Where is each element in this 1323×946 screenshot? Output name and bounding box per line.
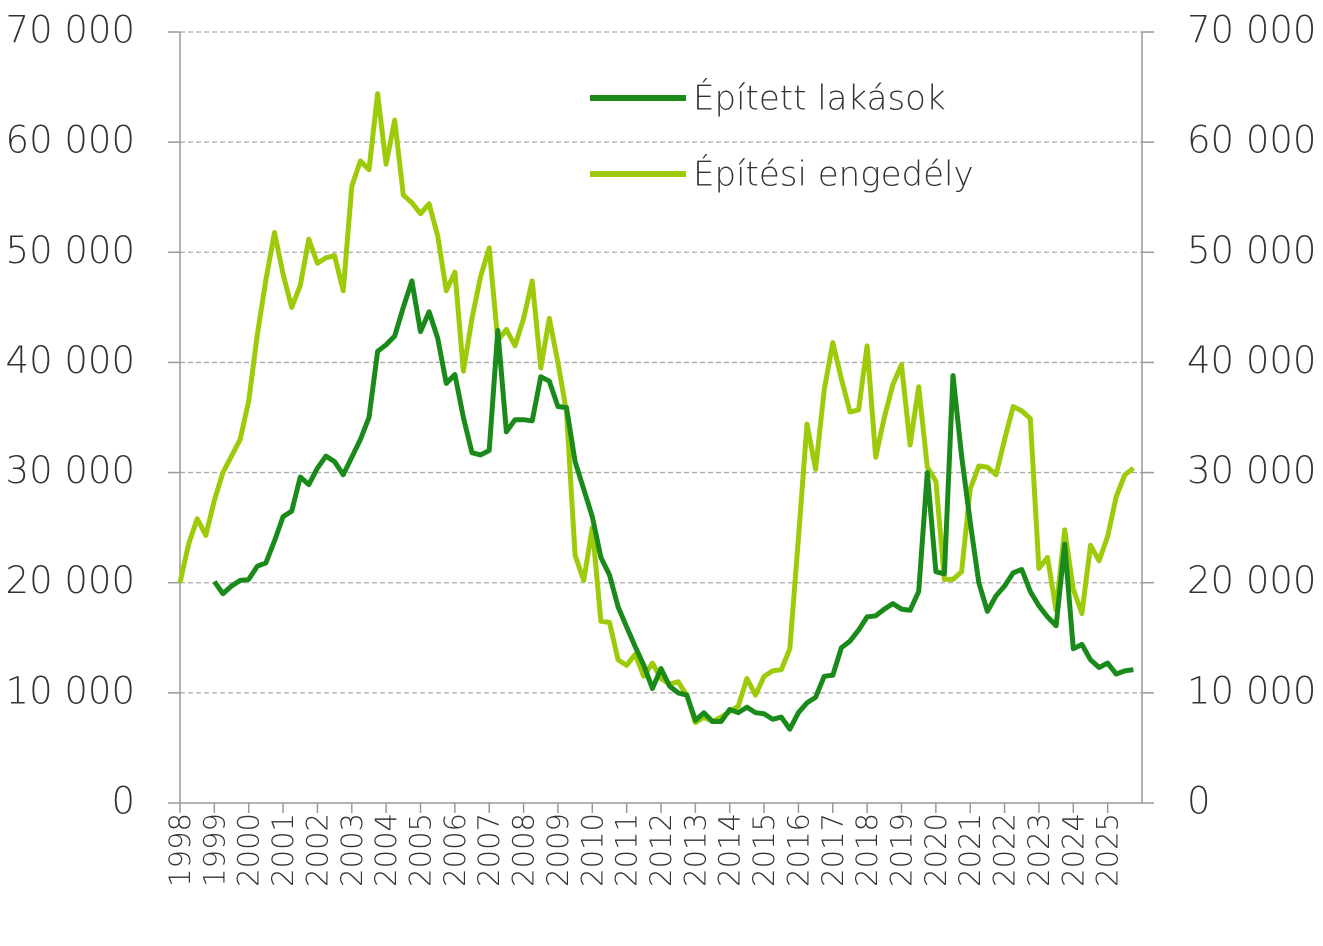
legend: Épített lakások Építési engedély (590, 78, 974, 195)
x-tick-label: 2010 (575, 813, 609, 887)
x-tick-label: 2014 (713, 813, 747, 887)
y-tick-label: 30 000 (6, 449, 135, 492)
y-tick-label: 40 000 (6, 339, 135, 382)
x-tick-label: 2001 (266, 813, 300, 887)
y-tick-label: 60 000 (6, 119, 135, 162)
y2-tick-label: 50 000 (1187, 229, 1316, 272)
y-tick-label: 50 000 (6, 229, 135, 272)
x-tick-label: 2024 (1056, 813, 1090, 887)
series-line (212, 278, 1134, 732)
x-tick-label: 2000 (232, 813, 266, 887)
x-tick-label: 2003 (335, 813, 369, 887)
y-tick-label: 70 000 (6, 9, 135, 52)
x-tick-label: 2019 (885, 813, 919, 887)
x-tick-label: 2022 (988, 813, 1022, 887)
y2-tick-label: 60 000 (1187, 119, 1316, 162)
x-tick-label: 2018 (850, 813, 884, 887)
x-tick-label: 1999 (197, 813, 231, 887)
x-tick-label: 2023 (1022, 813, 1056, 887)
x-tick-label: 2008 (507, 813, 541, 887)
x-tick-label: 2002 (300, 813, 334, 887)
x-tick-label: 2015 (747, 813, 781, 887)
x-tick-label: 2007 (472, 813, 506, 887)
plot: 0 10 000 20 000 30 000 40 000 50 000 60 000 70 … (6, 9, 1317, 887)
x-tick-label: 1998 (163, 813, 197, 887)
x-tick-label: 2005 (404, 813, 438, 887)
y2-tick-label: 40 000 (1187, 339, 1316, 382)
legend-label: Építési engedély (693, 154, 974, 195)
x-tick-label: 2017 (816, 813, 850, 887)
x-tick-label: 2016 (781, 813, 815, 887)
y2-tick-label: 30 000 (1187, 449, 1316, 492)
x-tick-label: 2004 (369, 813, 403, 887)
x-tick-label: 2021 (953, 813, 987, 887)
y2-tick-label: 0 (1187, 780, 1211, 823)
y2-tick-label: 70 000 (1187, 9, 1316, 52)
x-tick-label: 2006 (438, 813, 472, 887)
x-tick-label: 2011 (610, 813, 644, 887)
x-tick-label: 2020 (919, 813, 953, 887)
x-tick-label: 2012 (644, 813, 678, 887)
x-tick-label: 2025 (1091, 813, 1125, 887)
y-tick-label: 0 (111, 780, 135, 823)
y2-tick-label: 20 000 (1187, 559, 1316, 602)
x-tick-label: 2013 (678, 813, 712, 887)
x-tick-label: 2009 (541, 813, 575, 887)
y-tick-label: 10 000 (6, 669, 135, 712)
y2-tick-label: 10 000 (1187, 669, 1316, 712)
legend-label: Épített lakások (693, 78, 946, 119)
y-tick-label: 20 000 (6, 559, 135, 602)
series-line (177, 91, 1135, 726)
